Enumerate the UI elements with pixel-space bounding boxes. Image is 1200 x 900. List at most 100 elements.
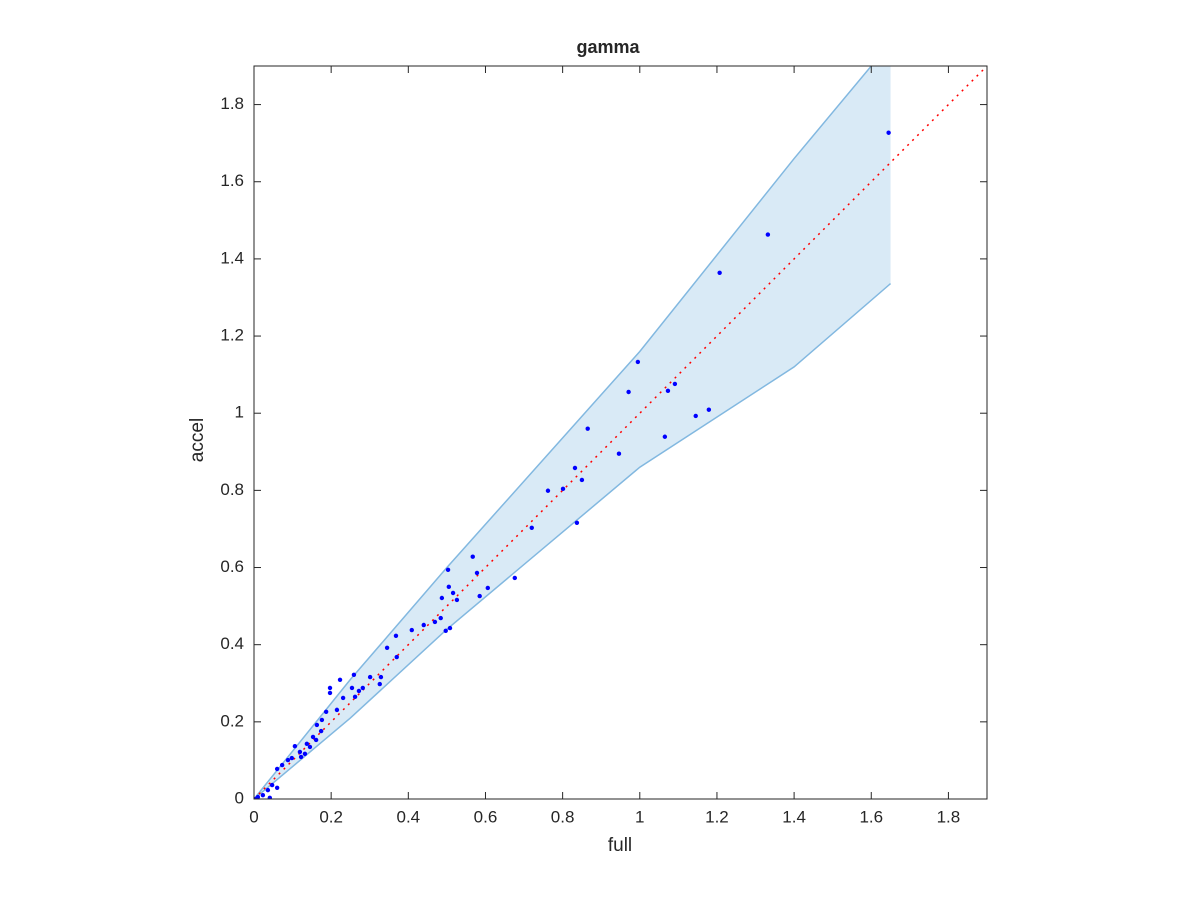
y-tick-label: 0.2	[220, 711, 244, 730]
point	[447, 625, 453, 631]
point	[384, 645, 390, 650]
x-tick-label: 0.4	[396, 807, 420, 826]
point	[672, 381, 678, 387]
point	[377, 681, 382, 687]
point	[706, 407, 712, 412]
point	[626, 389, 631, 395]
plot-area	[254, 66, 987, 799]
axes-box	[253, 65, 988, 800]
point	[886, 130, 891, 135]
point	[285, 757, 291, 763]
point	[274, 785, 280, 791]
point	[265, 787, 271, 793]
point	[394, 654, 399, 660]
point	[585, 426, 590, 431]
y-tick-label: 0.6	[220, 557, 244, 576]
point	[260, 792, 266, 798]
point	[304, 741, 310, 747]
y-tick-label: 0.4	[220, 634, 244, 653]
point	[318, 728, 324, 734]
point	[717, 270, 722, 275]
band-area	[254, 66, 891, 799]
point	[438, 615, 443, 621]
point	[378, 674, 384, 680]
point	[765, 232, 771, 237]
point	[352, 694, 358, 699]
point	[313, 737, 319, 743]
point	[340, 695, 346, 701]
point	[450, 590, 456, 596]
point	[439, 595, 445, 601]
point	[302, 751, 308, 757]
point	[474, 570, 480, 576]
point	[334, 707, 340, 713]
y-tick-label: 1.4	[220, 248, 244, 267]
point	[267, 795, 273, 799]
point	[274, 766, 280, 772]
point	[445, 567, 451, 573]
y-tick-label: 1.6	[220, 171, 244, 190]
point	[693, 413, 698, 419]
point	[635, 359, 641, 365]
chart-title: gamma	[576, 37, 640, 57]
point	[319, 717, 325, 723]
point	[349, 685, 355, 691]
x-tick-label: 1.6	[859, 807, 883, 826]
point	[572, 465, 578, 471]
point	[310, 734, 316, 740]
point	[367, 674, 373, 680]
y-tick-label: 1.2	[220, 326, 244, 345]
point	[356, 688, 362, 694]
point	[560, 486, 566, 492]
point	[477, 593, 482, 599]
point	[351, 672, 357, 677]
point	[327, 690, 333, 696]
point	[254, 796, 259, 799]
x-tick-label: 1	[635, 807, 644, 826]
x-tick-label: 1.8	[937, 807, 961, 826]
point	[443, 628, 448, 633]
point	[545, 488, 551, 493]
y-tick-label: 0	[235, 788, 244, 807]
point	[297, 749, 303, 755]
y-tick-label: 1.8	[220, 94, 244, 113]
point	[327, 685, 333, 691]
x-tick-label: 0.2	[319, 807, 343, 826]
point	[289, 755, 295, 761]
point	[574, 520, 580, 525]
point	[579, 477, 585, 483]
point	[279, 762, 285, 768]
x-tick-label: 0	[249, 807, 258, 826]
reference-line	[254, 66, 987, 799]
band-lower-edge	[254, 283, 892, 799]
point	[323, 709, 329, 715]
point	[616, 451, 622, 456]
point	[512, 575, 517, 581]
y-tick-label: 1	[235, 403, 244, 422]
point	[337, 677, 343, 682]
point	[485, 585, 490, 591]
point	[307, 744, 313, 750]
point	[314, 722, 320, 728]
x-tick-label: 1.4	[782, 807, 806, 826]
point	[298, 754, 304, 760]
point	[662, 434, 668, 439]
point	[529, 525, 534, 530]
x-tick-label: 0.8	[551, 807, 575, 826]
point	[470, 554, 475, 559]
point	[393, 633, 399, 639]
y-axis-label: accel	[187, 418, 208, 462]
point	[454, 597, 460, 603]
band-upper-edge	[254, 66, 873, 799]
point	[292, 743, 298, 749]
point	[446, 584, 452, 590]
point	[409, 627, 414, 633]
x-tick-label: 0.6	[474, 807, 498, 826]
point	[360, 685, 365, 691]
x-tick-label: 1.2	[705, 807, 729, 826]
y-tick-label: 0.8	[220, 480, 244, 499]
point	[665, 388, 671, 394]
point	[269, 782, 275, 788]
